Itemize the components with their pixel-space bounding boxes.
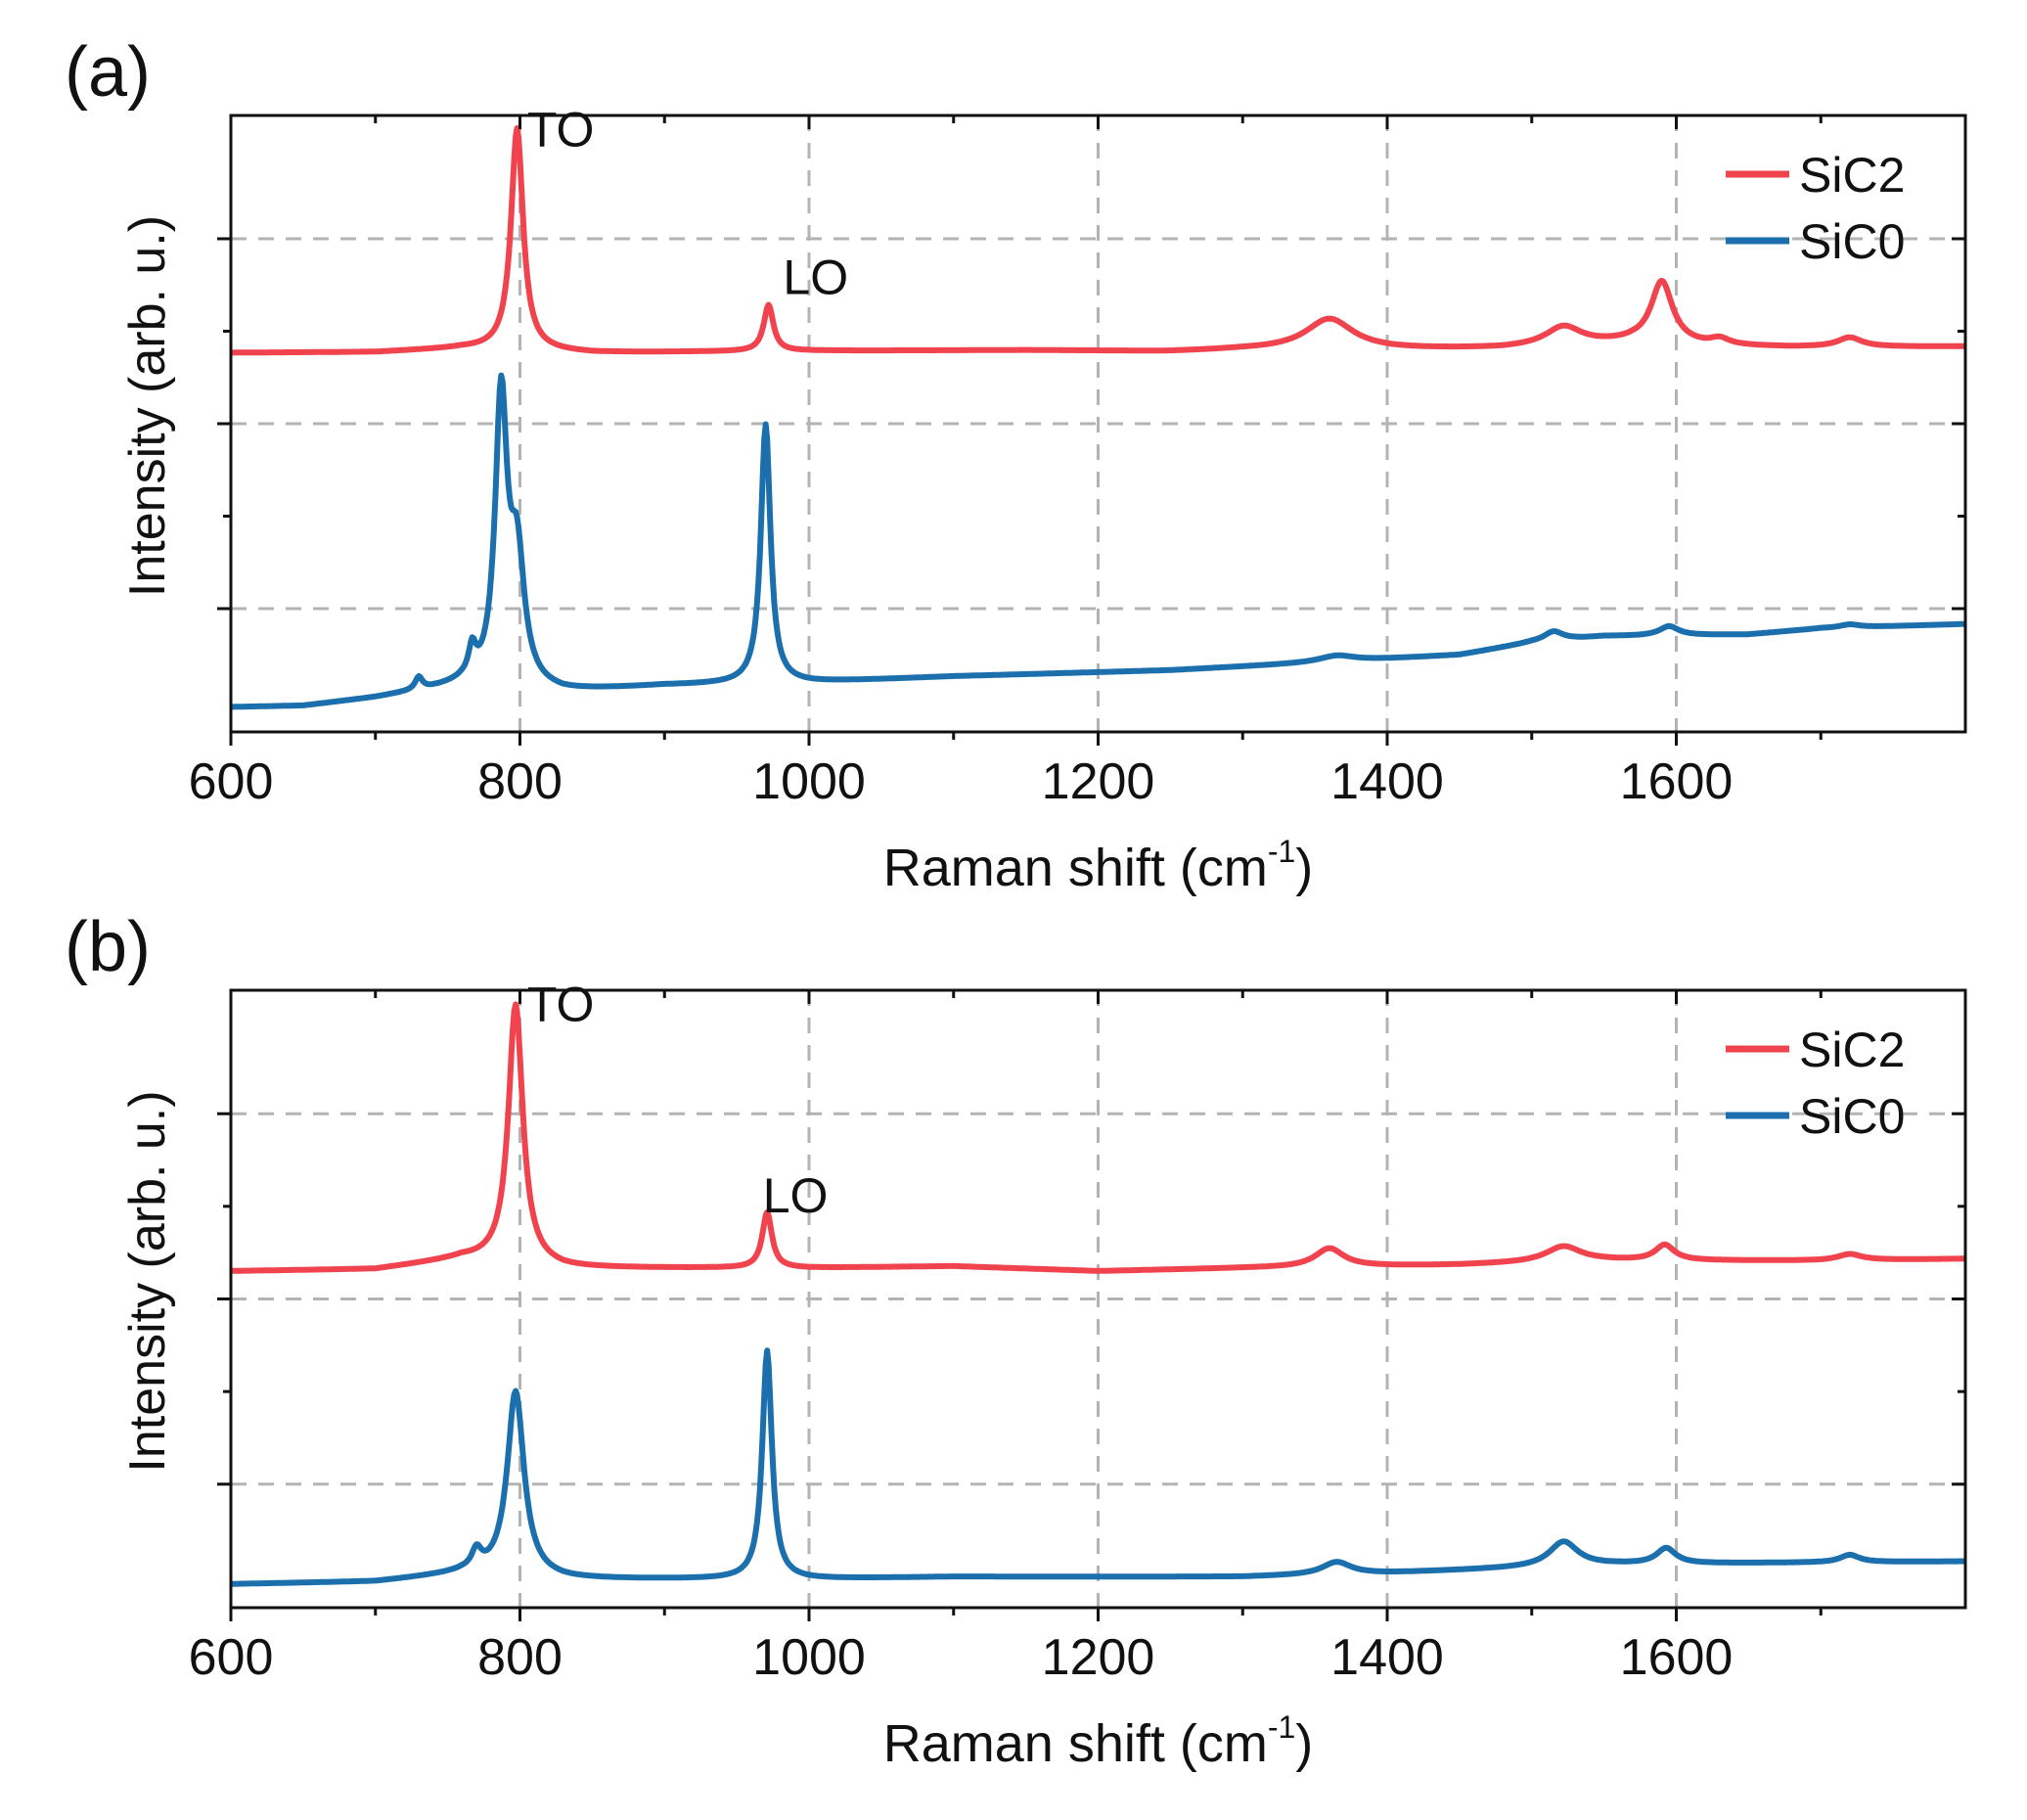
x-tick-label: 800 bbox=[477, 1629, 563, 1686]
x-axis-label-superscript: -1 bbox=[1268, 1709, 1295, 1745]
x-axis-label: Raman shift (cm-1) bbox=[883, 834, 1314, 897]
x-tick-label: 1000 bbox=[752, 1629, 866, 1686]
x-tick-label: 600 bbox=[189, 1629, 274, 1686]
peak-annotation-lo: LO bbox=[783, 250, 848, 305]
x-tick-label: 1200 bbox=[1042, 1629, 1155, 1686]
y-axis-label: Intensity (arb. u.) bbox=[119, 215, 176, 597]
panel-label: (b) bbox=[65, 908, 151, 986]
panel-a: 600 800 1000 1200 1400 1600 (a) Raman shift (cm… bbox=[65, 33, 1967, 897]
x-tick-label: 1400 bbox=[1330, 1629, 1444, 1686]
series-line-sic0 bbox=[229, 1347, 1967, 1587]
x-axis-label-close: ) bbox=[1295, 839, 1313, 897]
legend-label-sic2: SiC2 bbox=[1799, 148, 1905, 203]
x-tick-label: 1600 bbox=[1620, 1629, 1734, 1686]
x-tick-label: 600 bbox=[189, 753, 274, 810]
series-line-sic0 bbox=[229, 372, 1967, 710]
peak-annotation-to: TO bbox=[527, 103, 595, 158]
panel-b: 600 800 1000 1200 1400 1600 (b) Raman shift (cm… bbox=[65, 908, 1967, 1773]
x-tick-label: 800 bbox=[477, 753, 563, 810]
panel-label: (a) bbox=[65, 33, 151, 112]
y-axis-label: Intensity (arb. u.) bbox=[119, 1090, 176, 1472]
series-line-sic2 bbox=[229, 125, 1967, 356]
legend-label-sic2: SiC2 bbox=[1799, 1023, 1905, 1077]
x-axis-label-superscript: -1 bbox=[1268, 834, 1295, 869]
x-tick-label: 1400 bbox=[1330, 753, 1444, 810]
peak-annotation-lo: LO bbox=[763, 1168, 829, 1223]
legend-label-sic0: SiC0 bbox=[1799, 214, 1905, 269]
x-tick-label: 1000 bbox=[752, 753, 866, 810]
x-axis-label: Raman shift (cm-1) bbox=[883, 1709, 1314, 1773]
x-axis-label-main: Raman shift (cm bbox=[883, 839, 1268, 897]
peak-annotation-to: TO bbox=[527, 978, 595, 1032]
legend-label-sic0: SiC0 bbox=[1799, 1089, 1905, 1144]
x-axis-label-close: ) bbox=[1295, 1714, 1313, 1773]
x-tick-label: 1600 bbox=[1620, 753, 1734, 810]
series-line-sic2 bbox=[229, 1001, 1967, 1274]
x-axis-label-main: Raman shift (cm bbox=[883, 1714, 1268, 1773]
x-tick-label: 1200 bbox=[1042, 753, 1155, 810]
